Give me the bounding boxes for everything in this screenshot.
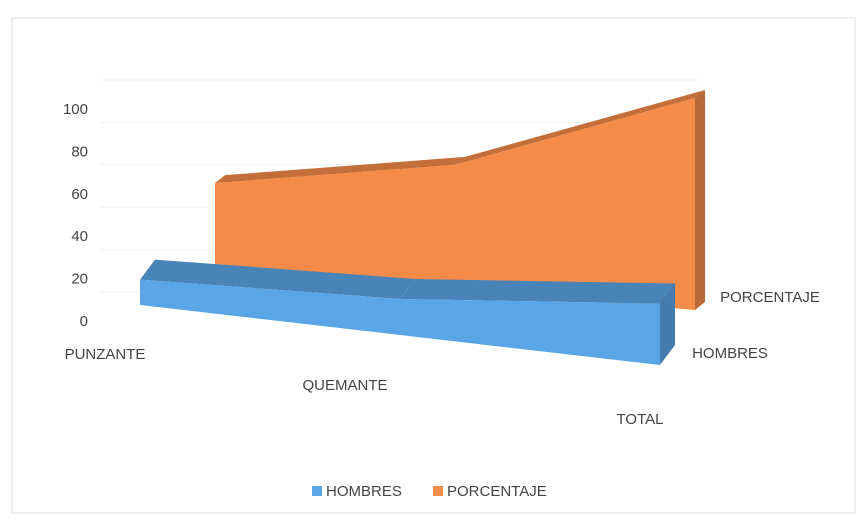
y-tick-label: 40 — [71, 228, 88, 245]
x-tick-label: PUNZANTE — [65, 346, 146, 363]
area-top — [215, 156, 465, 184]
y-tick-label: 0 — [80, 313, 88, 330]
legend-label: PORCENTAJE — [447, 483, 547, 500]
x-tick-label: QUEMANTE — [302, 377, 387, 394]
x-tick-label: TOTAL — [617, 411, 664, 428]
area-top — [400, 279, 675, 304]
area-side — [695, 90, 705, 310]
y-tick-label: 60 — [71, 186, 88, 203]
y-tick-label: 100 — [63, 101, 88, 118]
area-front — [140, 279, 660, 365]
area-front — [215, 98, 695, 310]
depth-tick-label: PORCENTAJE — [720, 289, 820, 306]
legend-swatch — [312, 486, 322, 496]
area-top — [140, 259, 415, 299]
y-tick-label: 20 — [71, 271, 88, 288]
legend-swatch — [433, 486, 443, 496]
area-side — [660, 283, 675, 365]
legend-label: HOMBRES — [326, 483, 402, 500]
area-top — [455, 90, 705, 165]
y-tick-label: 80 — [71, 143, 88, 160]
depth-tick-label: HOMBRES — [692, 345, 768, 362]
